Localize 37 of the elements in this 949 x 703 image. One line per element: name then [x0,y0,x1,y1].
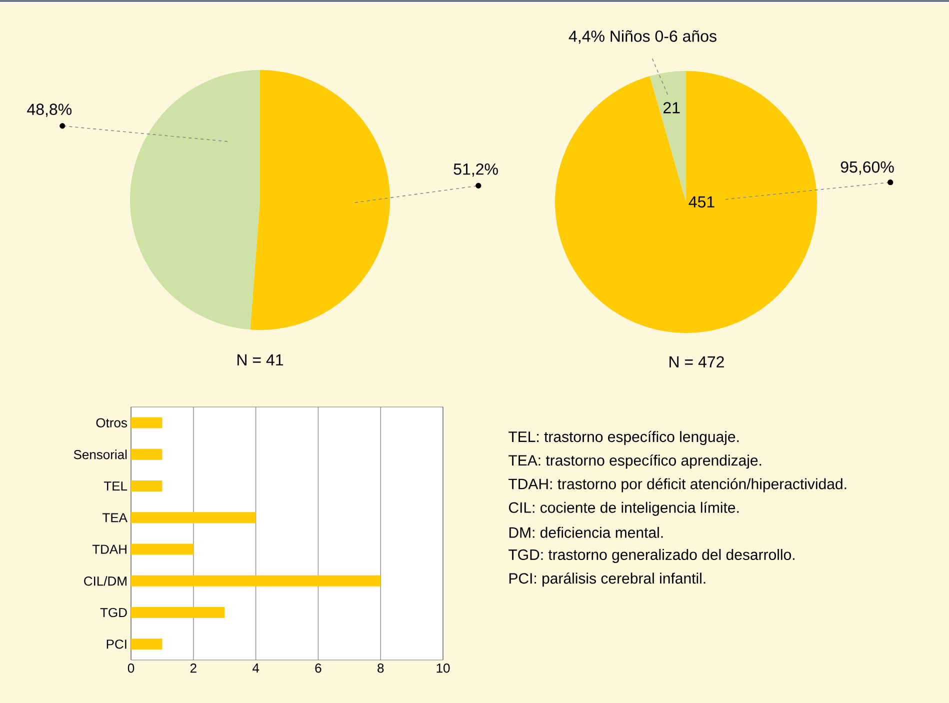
text: TEA: trastorno específico aprendizaje. [508,454,762,469]
y-tick-label: TEL [104,482,128,491]
text: TGD: trastorno generalizado del desarrollo. [508,548,794,563]
text: 95,60% [840,161,894,175]
data-label: 48,8% [27,104,72,117]
data-label: 51,2% [454,163,498,177]
text: TEL: trastorno específico lenguaje. [508,430,739,446]
text: CIL: cociente de inteligencia límite. [508,502,739,516]
bar [131,480,162,492]
y-tick-label: TGD [100,608,127,618]
text: PCI: parálisis cerebral infantil. [509,572,706,587]
data-label: 451 [688,196,714,208]
text: N = 41 [238,354,283,366]
y-tick-label: TDAH [92,544,126,554]
text: TDAH: trastorno por déficit atención/hiperactividad. [508,478,846,492]
x-tick-label: 2 [190,664,196,673]
x-tick-label: 4 [252,664,260,672]
bar [131,448,162,460]
x-tick-label: 8 [378,664,384,673]
bar [131,638,162,650]
y-tick-label: PCI [106,640,126,649]
text: 4,4% Niños 0-6 años [568,30,716,44]
bar [131,575,381,586]
x-tick-label: 6 [315,664,322,673]
bar [131,512,256,524]
y-tick-label: Otros [96,418,128,428]
x-tick-label: 10 [436,664,450,673]
bar [131,544,194,555]
bar [131,607,225,618]
y-tick-label: TEA [102,513,128,522]
x-tick-label: 0 [128,664,134,673]
text: N = 472 [670,356,724,368]
data-label: 21 [664,102,680,114]
y-tick-label: CIL/DM [84,576,126,586]
text: DM: deficiencia mental. [509,526,663,538]
y-tick-label: Sensorial [74,450,127,460]
bar [131,417,162,428]
